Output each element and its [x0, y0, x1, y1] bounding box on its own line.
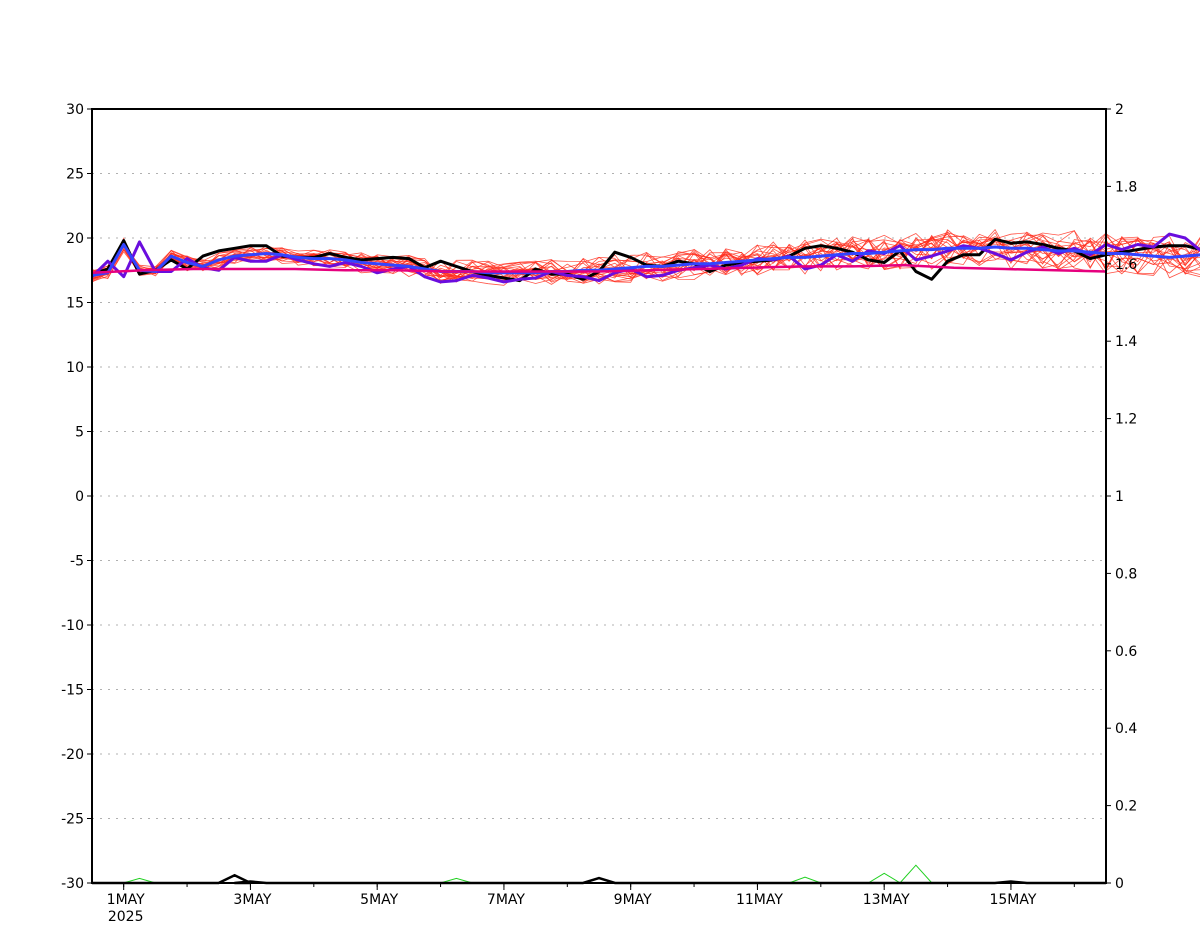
series-layer: [90, 228, 1200, 885]
x-tick-label: 15MAY: [989, 892, 1036, 908]
x-tick-label: 3MAY: [233, 892, 271, 908]
y-tick-label: -15: [61, 683, 84, 699]
y-tick-label: -5: [70, 554, 84, 570]
y-tick-label: 0: [75, 489, 84, 505]
y2-tick-label: 2: [1115, 102, 1124, 118]
climatology-line: [91, 263, 1107, 275]
y-tick-label: 30: [66, 102, 84, 118]
y-tick-label: 5: [75, 425, 84, 441]
precip-ensemble-line: [92, 864, 1106, 884]
y2-tick-label: 1.2: [1115, 412, 1137, 428]
y-tick-label: 20: [66, 231, 84, 247]
x-tick-label: 5MAY: [360, 892, 398, 908]
y2-tick-label: 0.4: [1115, 721, 1137, 737]
y-tick-label: 15: [66, 296, 84, 312]
ensemble_mean-line: [91, 243, 1200, 277]
y2-tick-label: 1.8: [1115, 179, 1137, 195]
y-tick-label: -10: [61, 618, 84, 634]
y2-tick-label: 0.8: [1115, 566, 1137, 582]
y-tick-label: -20: [61, 747, 84, 763]
x-tick-label: 7MAY: [487, 892, 525, 908]
x-tick-label: 11MAY: [736, 892, 783, 908]
x-tick-label: 9MAY: [614, 892, 652, 908]
x-tick-label: 1MAY: [107, 892, 145, 908]
x-tick-sublabel: 2025: [108, 909, 144, 925]
y2-tick-label: 1: [1115, 489, 1124, 505]
y-tick-label: -25: [61, 812, 84, 828]
y2-tick-label: 0: [1115, 876, 1124, 892]
y-tick-label: 10: [66, 360, 84, 376]
y2-tick-label: 1.4: [1115, 334, 1137, 350]
y-tick-label: 25: [66, 167, 84, 183]
ensemble-member-line: [91, 231, 1200, 284]
grid-layer: [92, 173, 1106, 819]
precip-observed-line: [92, 873, 1106, 885]
y-tick-label: -30: [61, 876, 84, 892]
axis-layer: -30-25-20-15-10-505101520253000.20.40.60…: [61, 102, 1137, 925]
y2-tick-label: 0.6: [1115, 644, 1137, 660]
y2-tick-label: 0.2: [1115, 799, 1137, 815]
x-tick-label: 13MAY: [863, 892, 910, 908]
y2-tick-label: 1.6: [1115, 257, 1137, 273]
